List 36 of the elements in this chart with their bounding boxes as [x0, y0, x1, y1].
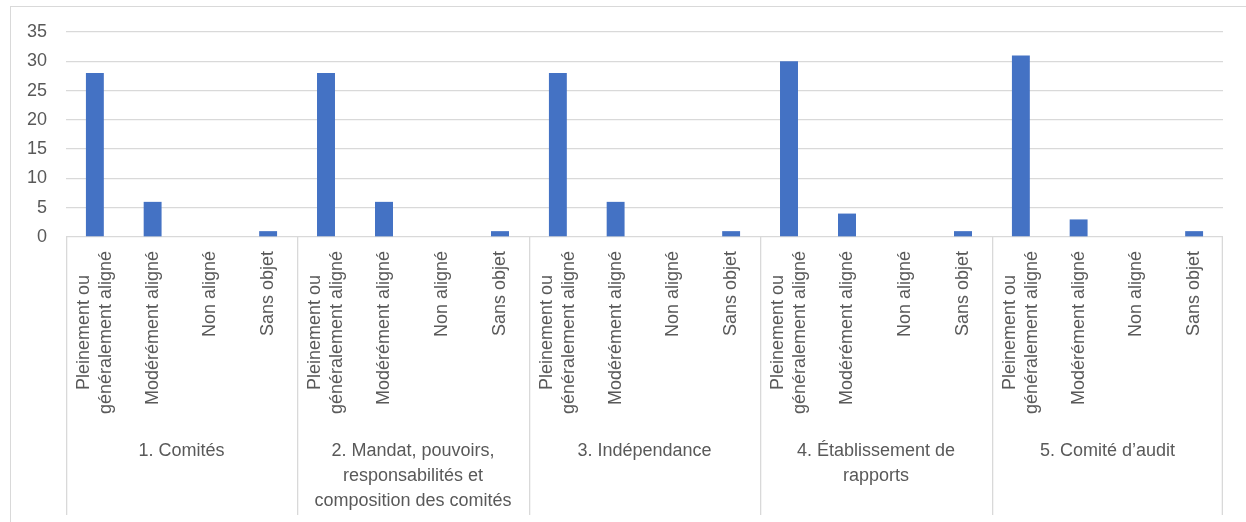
x-tick-label: Sans objet: [257, 251, 278, 337]
x-axis-title: 2. Mandat, pouvoirs, responsabilités et composition des comités: [314, 440, 512, 511]
x-tick-label: Non aligné: [893, 251, 914, 338]
x-tick-label: Non aligné: [199, 251, 220, 338]
x-tick-label: Sans objet: [720, 251, 741, 337]
x-tick-label: Pleinement ou généralement aligné: [535, 251, 578, 415]
y-tick-label: 15: [26, 138, 47, 159]
y-tick-label: 20: [26, 108, 47, 129]
x-axis-title: 3. Indépendance: [577, 440, 712, 461]
bar: [259, 231, 278, 237]
bar: [85, 73, 104, 237]
x-tick-label: Modérément aligné: [604, 251, 625, 406]
x-tick-label: Sans objet: [1183, 251, 1204, 337]
x-tick-label: Non aligné: [430, 251, 451, 338]
x-tick-label: Sans objet: [951, 251, 972, 337]
x-axis-title: 5. Comité d’audit: [1039, 440, 1176, 461]
x-tick-label: Modérément aligné: [835, 251, 856, 406]
x-axis-title: 4. Établissement de rapports: [796, 440, 956, 486]
x-tick-label: Non aligné: [1125, 251, 1146, 338]
x-tick-label: Non aligné: [662, 251, 683, 338]
x-tick-label: Pleinement ou généralement aligné: [303, 251, 346, 415]
x-tick-label: Modérément aligné: [141, 251, 162, 406]
bar: [143, 201, 162, 237]
x-tick-label: Pleinement ou généralement aligné: [998, 251, 1041, 415]
x-tick-label: Modérément aligné: [1067, 251, 1088, 406]
y-tick-label: 5: [36, 196, 47, 217]
x-tick-label: Pleinement ou généralement aligné: [766, 251, 809, 415]
x-tick-label: Pleinement ou généralement aligné: [72, 251, 115, 415]
y-tick-label: 35: [26, 20, 47, 41]
y-tick-label: 25: [26, 79, 47, 100]
x-axis-title: 1. Comités: [138, 440, 225, 461]
y-tick-label: 30: [26, 50, 47, 71]
x-tick-label: Sans objet: [488, 251, 509, 337]
y-tick-label: 10: [26, 167, 47, 188]
x-tick-label: Modérément aligné: [372, 251, 393, 406]
y-tick-label: 0: [36, 225, 47, 246]
